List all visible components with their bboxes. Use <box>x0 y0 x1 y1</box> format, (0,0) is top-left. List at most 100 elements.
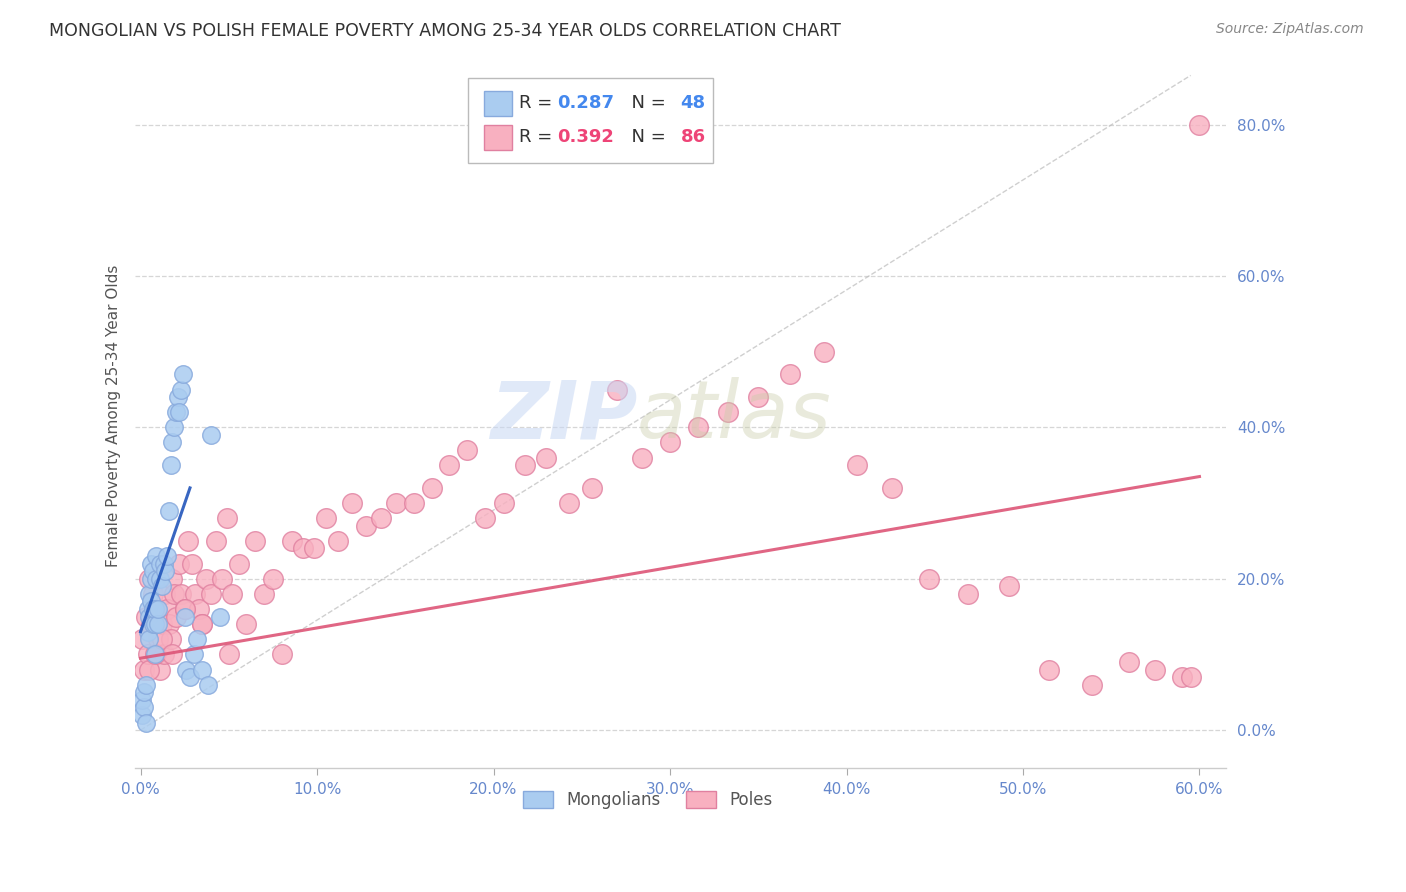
Point <box>149 663 172 677</box>
Point <box>688 420 710 434</box>
Legend: Mongolians, Poles: Mongolians, Poles <box>516 784 779 816</box>
Point <box>148 617 170 632</box>
Point <box>173 602 195 616</box>
Point <box>138 632 160 647</box>
Point <box>184 587 207 601</box>
Point <box>170 587 193 601</box>
Point <box>581 481 603 495</box>
Text: 0.392: 0.392 <box>557 128 614 146</box>
Point <box>155 564 177 578</box>
Point <box>142 587 165 601</box>
Point <box>162 572 184 586</box>
Point <box>194 572 217 586</box>
Point <box>165 405 187 419</box>
Point <box>145 549 167 563</box>
Point <box>183 648 205 662</box>
Point <box>150 617 173 632</box>
Point <box>813 344 835 359</box>
Point <box>131 708 153 723</box>
Point <box>177 533 200 548</box>
Point <box>456 443 478 458</box>
Point <box>135 715 157 730</box>
Point <box>173 609 195 624</box>
Point <box>439 458 461 473</box>
Point <box>302 541 325 556</box>
Point <box>187 602 209 616</box>
Point <box>142 617 165 632</box>
Point <box>558 496 581 510</box>
Point <box>135 609 157 624</box>
FancyBboxPatch shape <box>484 125 512 150</box>
Point <box>536 450 558 465</box>
Point <box>191 617 214 632</box>
Text: MONGOLIAN VS POLISH FEMALE POVERTY AMONG 25-34 YEAR OLDS CORRELATION CHART: MONGOLIAN VS POLISH FEMALE POVERTY AMONG… <box>49 22 841 40</box>
Point <box>148 602 170 616</box>
Text: R =: R = <box>519 95 558 112</box>
Point <box>404 496 426 510</box>
Point <box>420 481 443 495</box>
Point <box>235 617 257 632</box>
Point <box>145 572 167 586</box>
Point <box>1180 670 1202 684</box>
Point <box>208 609 231 624</box>
Point <box>141 617 163 632</box>
FancyBboxPatch shape <box>468 78 713 162</box>
Point <box>132 663 155 677</box>
Point <box>143 648 166 662</box>
Point <box>142 602 165 616</box>
Point <box>132 685 155 699</box>
Point <box>143 602 166 616</box>
Point <box>162 435 184 450</box>
Point <box>150 632 173 647</box>
Point <box>152 557 174 571</box>
Point <box>136 602 159 616</box>
Point <box>155 587 177 601</box>
Text: Source: ZipAtlas.com: Source: ZipAtlas.com <box>1216 22 1364 37</box>
Point <box>474 511 496 525</box>
Point <box>141 557 163 571</box>
Point <box>132 700 155 714</box>
Point <box>173 602 195 616</box>
Point <box>149 572 172 586</box>
Text: atlas: atlas <box>637 377 832 455</box>
Text: N =: N = <box>620 128 671 146</box>
Point <box>141 594 163 608</box>
Point <box>143 648 166 662</box>
Text: R =: R = <box>519 128 558 146</box>
Point <box>200 587 222 601</box>
Point <box>138 572 160 586</box>
Point <box>169 405 191 419</box>
Point <box>779 368 801 382</box>
Point <box>170 383 193 397</box>
Point <box>172 368 194 382</box>
Point <box>342 496 364 510</box>
Point <box>215 511 238 525</box>
Point <box>221 587 243 601</box>
Y-axis label: Female Poverty Among 25-34 Year Olds: Female Poverty Among 25-34 Year Olds <box>107 265 121 567</box>
Point <box>138 587 160 601</box>
Point <box>179 670 201 684</box>
Point <box>131 632 153 647</box>
Point <box>156 602 179 616</box>
Point <box>157 617 180 632</box>
Point <box>1171 670 1194 684</box>
Point <box>152 648 174 662</box>
Point <box>356 518 378 533</box>
Point <box>218 648 240 662</box>
Point <box>717 405 740 419</box>
Point <box>846 458 869 473</box>
Point <box>1144 663 1167 677</box>
Point <box>166 390 188 404</box>
Point <box>385 496 408 510</box>
Point <box>957 587 980 601</box>
Point <box>747 390 769 404</box>
Point <box>882 481 904 495</box>
Point <box>145 648 167 662</box>
Point <box>494 496 516 510</box>
Point <box>630 450 652 465</box>
Point <box>136 648 159 662</box>
Point <box>165 609 187 624</box>
Point <box>135 678 157 692</box>
Point <box>159 458 181 473</box>
Point <box>157 503 180 517</box>
